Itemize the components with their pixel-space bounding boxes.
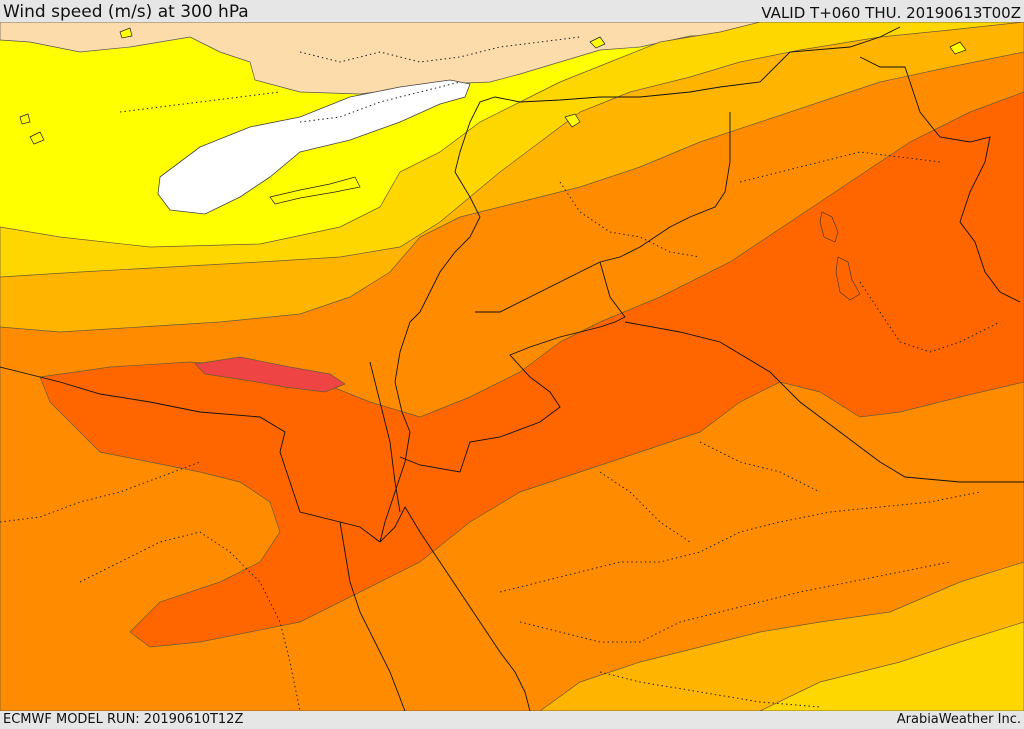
- header-bar: Wind speed (m/s) at 300 hPa VALID T+060 …: [0, 0, 1024, 22]
- model-run-label: ECMWF MODEL RUN: 20190610T12Z: [3, 712, 244, 727]
- borders-solid: [0, 26, 1024, 711]
- borders-dotted: [0, 36, 1001, 711]
- band-5: [39, 91, 1024, 648]
- small-islands: [19, 27, 967, 205]
- lake-spot: [819, 211, 839, 243]
- credit-label: ArabiaWeather Inc.: [896, 712, 1021, 727]
- valid-time: VALID T+060 THU. 20190613T00Z: [761, 4, 1021, 22]
- lake-spot-2: [835, 256, 861, 301]
- sea-white-area: [157, 79, 471, 215]
- band-6: [194, 356, 346, 393]
- wind-speed-map[interactable]: [0, 22, 1024, 711]
- footer-bar: ECMWF MODEL RUN: 20190610T12Z ArabiaWeat…: [0, 711, 1024, 729]
- map-title: Wind speed (m/s) at 300 hPa: [3, 2, 249, 22]
